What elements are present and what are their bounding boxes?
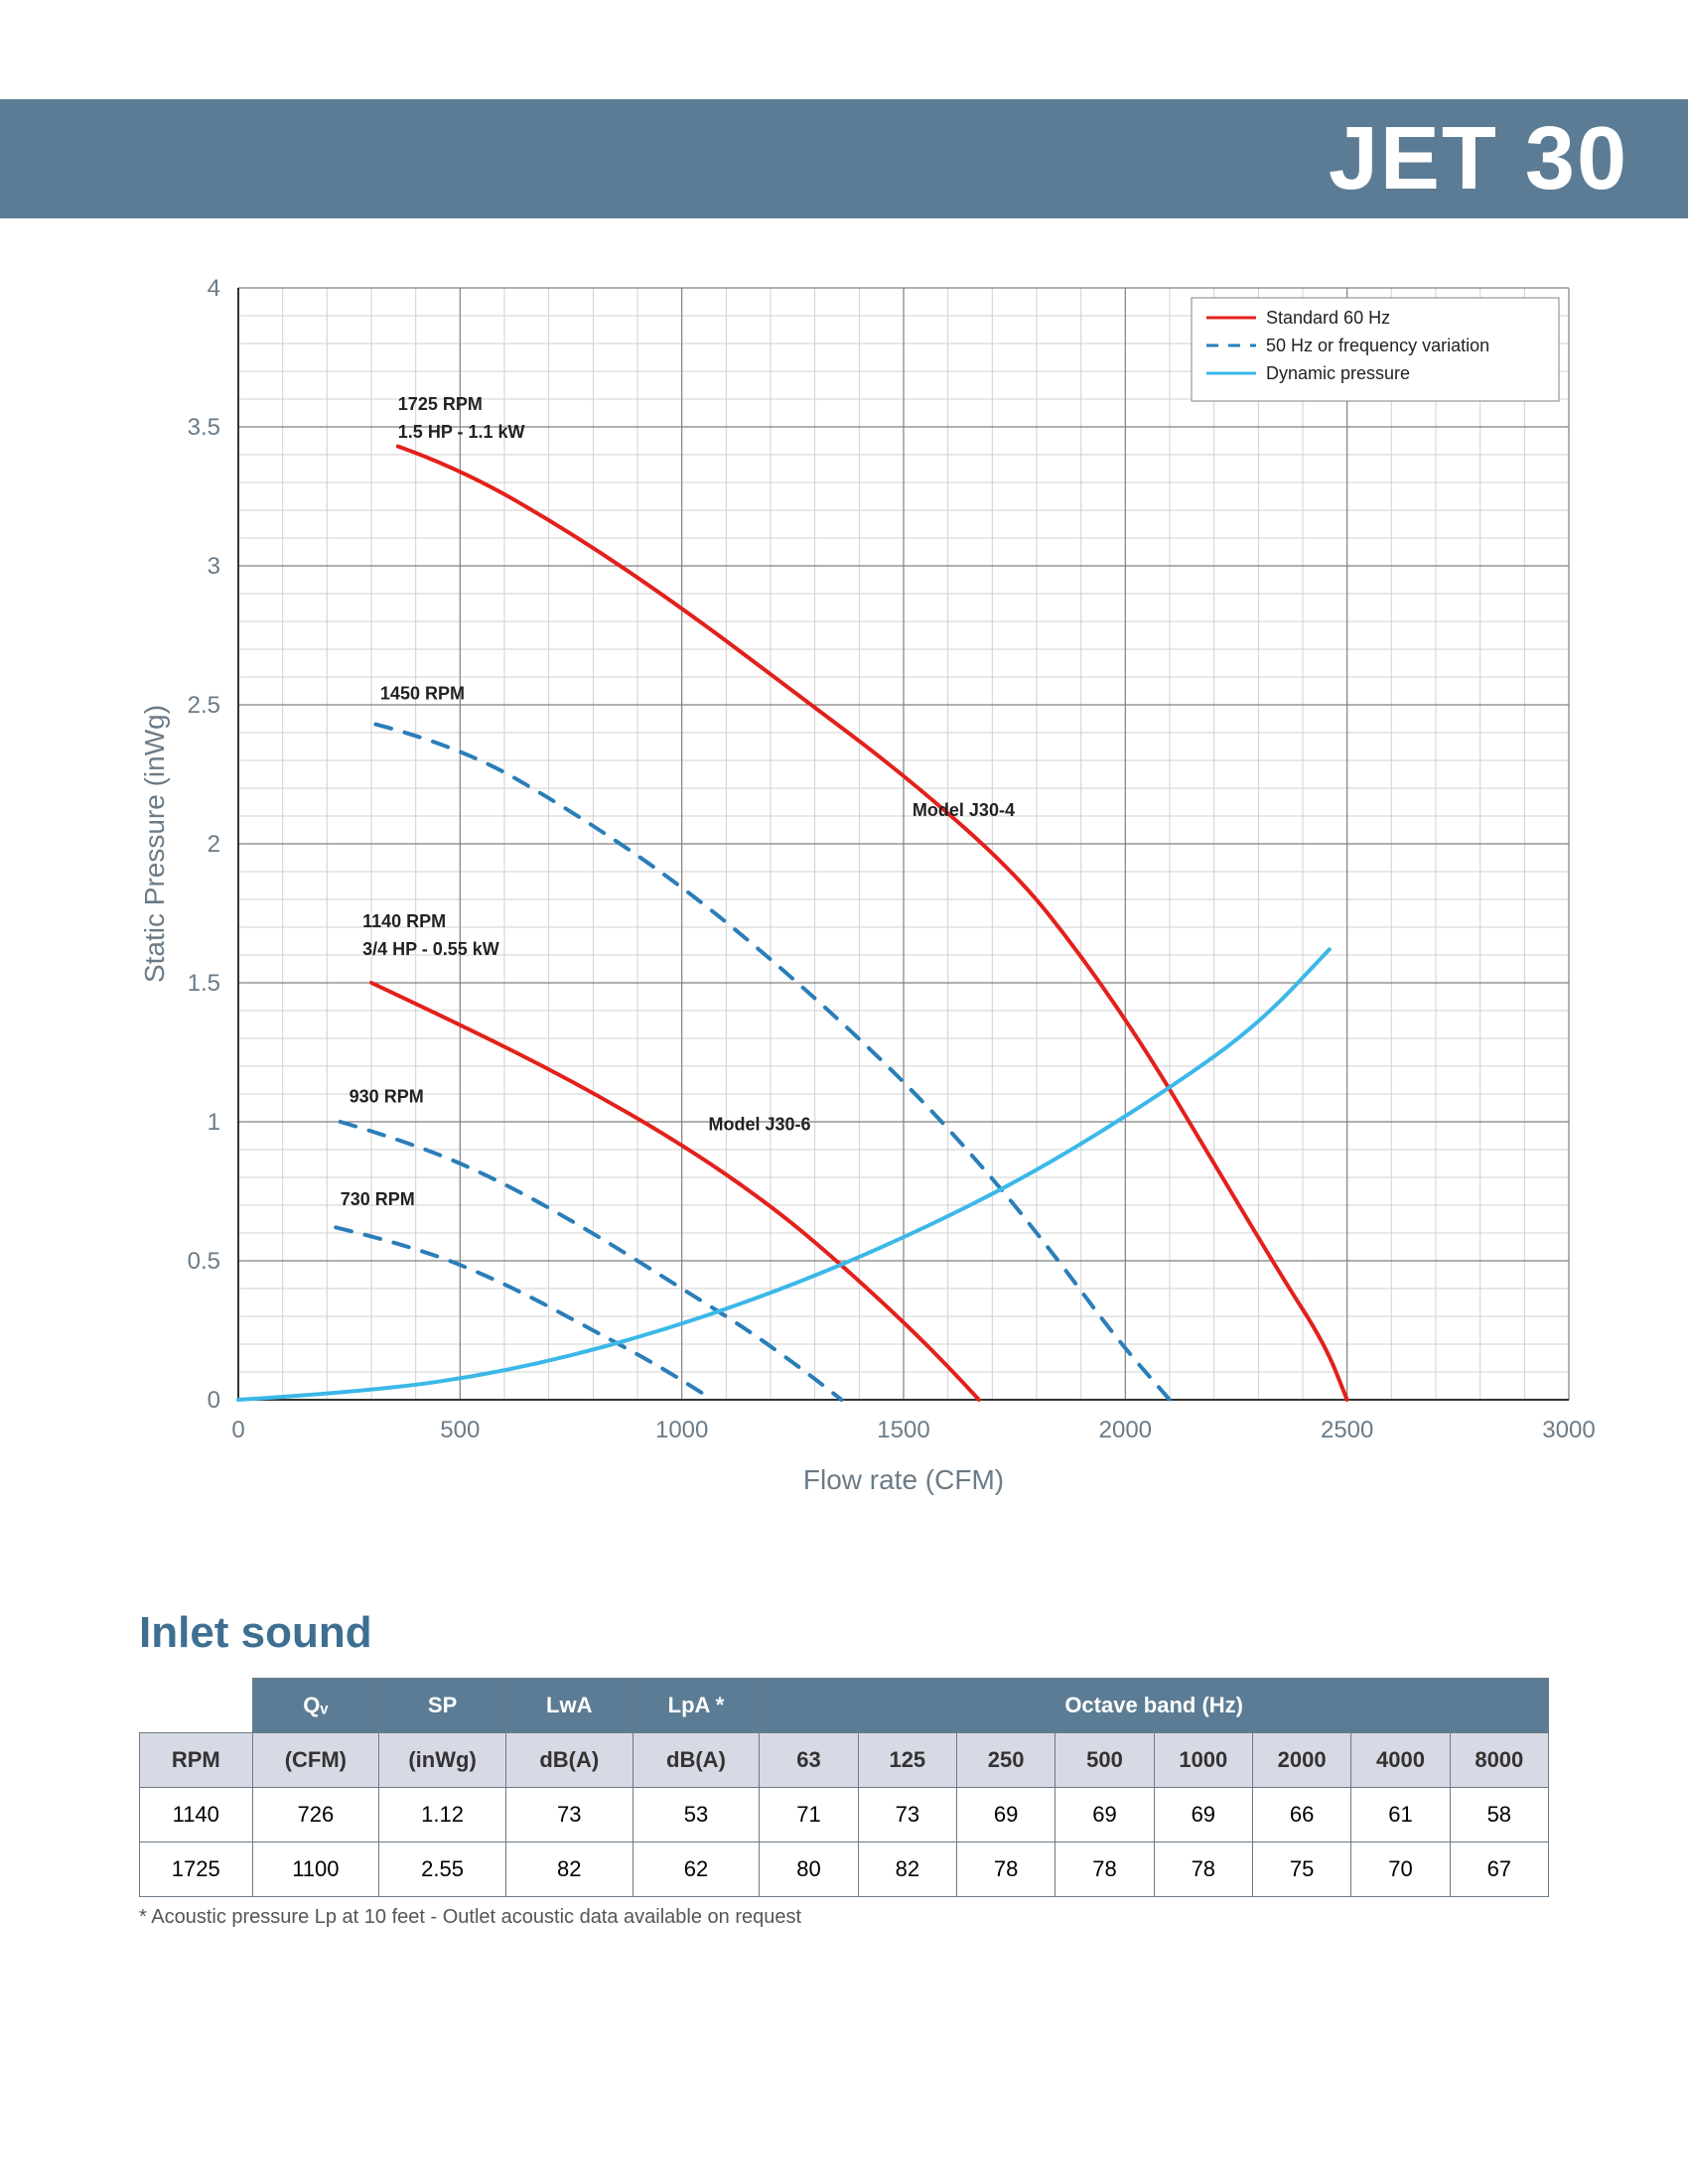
header-band: JET 30 — [0, 99, 1688, 218]
svg-text:2000: 2000 — [1099, 1417, 1152, 1443]
svg-text:Model J30-6: Model J30-6 — [708, 1114, 810, 1134]
pressure-flow-chart: 0 500 1000 1500 2000 2500 3000 0 0.5 1 1.5 2 2.5 3 3.5… — [119, 268, 1609, 1559]
table-cell: 66 — [1252, 1788, 1350, 1843]
page-title: JET 30 — [1329, 108, 1628, 210]
table-subheader: dB(A) — [633, 1733, 760, 1788]
table-cell: 80 — [760, 1843, 858, 1897]
svg-text:500: 500 — [440, 1417, 480, 1443]
inlet-sound-table-container: QᵥSPLwALpA *Octave band (Hz) RPM(CFM)(inW… — [139, 1678, 1549, 1897]
table-subheader: 2000 — [1252, 1733, 1350, 1788]
svg-text:50 Hz or frequency variation: 50 Hz or frequency variation — [1266, 336, 1489, 355]
table-cell: 75 — [1252, 1843, 1350, 1897]
svg-text:3000: 3000 — [1542, 1417, 1595, 1443]
table-row: 172511002.5582628082787878757067 — [140, 1843, 1549, 1897]
table-subheader: 500 — [1055, 1733, 1154, 1788]
table-subheader: (CFM) — [252, 1733, 379, 1788]
table-cell: 58 — [1450, 1788, 1548, 1843]
table-cell: 62 — [633, 1843, 760, 1897]
table-subheader: 63 — [760, 1733, 858, 1788]
table-cell: 67 — [1450, 1843, 1548, 1897]
svg-text:Static Pressure (inWg): Static Pressure (inWg) — [139, 705, 170, 983]
table-header: SP — [379, 1679, 506, 1733]
svg-text:1140 RPM: 1140 RPM — [362, 911, 446, 931]
table-cell: 1.12 — [379, 1788, 506, 1843]
table-row: 11407261.1273537173696969666158 — [140, 1788, 1549, 1843]
table-subheader: 4000 — [1351, 1733, 1450, 1788]
table-cell: 1725 — [140, 1843, 253, 1897]
table-header: LwA — [505, 1679, 633, 1733]
table-cell: 69 — [1154, 1788, 1252, 1843]
svg-text:1000: 1000 — [655, 1417, 708, 1443]
svg-text:1.5: 1.5 — [188, 970, 220, 997]
table-cell: 69 — [956, 1788, 1055, 1843]
svg-text:2.5: 2.5 — [188, 692, 220, 719]
svg-text:3: 3 — [208, 553, 220, 580]
table-cell: 1140 — [140, 1788, 253, 1843]
inlet-sound-table: QᵥSPLwALpA *Octave band (Hz) RPM(CFM)(inW… — [139, 1678, 1549, 1897]
svg-text:930 RPM: 930 RPM — [350, 1086, 424, 1106]
table-cell: 78 — [1055, 1843, 1154, 1897]
chart-svg: 0 500 1000 1500 2000 2500 3000 0 0.5 1 1.5 2 2.5 3 3.5… — [119, 268, 1609, 1559]
table-subheader: RPM — [140, 1733, 253, 1788]
svg-text:Model J30-4: Model J30-4 — [913, 800, 1015, 820]
svg-text:0: 0 — [231, 1417, 244, 1443]
table-subheader: 1000 — [1154, 1733, 1252, 1788]
table-cell: 82 — [505, 1843, 633, 1897]
table-cell: 2.55 — [379, 1843, 506, 1897]
table-subheader: dB(A) — [505, 1733, 633, 1788]
svg-text:1725 RPM: 1725 RPM — [398, 394, 483, 414]
table-header: Qᵥ — [252, 1679, 379, 1733]
table-footnote: * Acoustic pressure Lp at 10 feet - Outl… — [139, 1906, 801, 1929]
table-subheader: 250 — [956, 1733, 1055, 1788]
table-cell: 73 — [505, 1788, 633, 1843]
svg-text:Standard 60 Hz: Standard 60 Hz — [1266, 308, 1390, 328]
svg-text:2500: 2500 — [1321, 1417, 1373, 1443]
table-cell: 78 — [956, 1843, 1055, 1897]
table-header-octave: Octave band (Hz) — [760, 1679, 1549, 1733]
table-cell: 78 — [1154, 1843, 1252, 1897]
svg-text:1.5 HP - 1.1 kW: 1.5 HP - 1.1 kW — [398, 422, 525, 442]
table-cell: 73 — [858, 1788, 956, 1843]
table-cell: 71 — [760, 1788, 858, 1843]
table-cell: 70 — [1351, 1843, 1450, 1897]
table-cell: 1100 — [252, 1843, 379, 1897]
svg-text:1450 RPM: 1450 RPM — [380, 683, 465, 703]
table-cell: 61 — [1351, 1788, 1450, 1843]
svg-text:Flow rate (CFM): Flow rate (CFM) — [803, 1464, 1004, 1495]
table-subheader: 8000 — [1450, 1733, 1548, 1788]
svg-text:Dynamic pressure: Dynamic pressure — [1266, 363, 1410, 383]
table-blank-cell — [140, 1679, 253, 1733]
table-cell: 53 — [633, 1788, 760, 1843]
svg-text:3/4 HP - 0.55 kW: 3/4 HP - 0.55 kW — [362, 939, 499, 959]
svg-text:0.5: 0.5 — [188, 1248, 220, 1275]
svg-text:0: 0 — [208, 1387, 220, 1414]
svg-text:3.5: 3.5 — [188, 414, 220, 441]
svg-text:1500: 1500 — [877, 1417, 929, 1443]
table-cell: 69 — [1055, 1788, 1154, 1843]
table-subheader: (inWg) — [379, 1733, 506, 1788]
svg-text:4: 4 — [208, 275, 220, 302]
table-cell: 82 — [858, 1843, 956, 1897]
table-subheader: 125 — [858, 1733, 956, 1788]
svg-text:730 RPM: 730 RPM — [341, 1189, 415, 1209]
svg-text:1: 1 — [208, 1109, 220, 1136]
table-header: LpA * — [633, 1679, 760, 1733]
inlet-sound-title: Inlet sound — [139, 1608, 372, 1658]
table-cell: 726 — [252, 1788, 379, 1843]
svg-text:2: 2 — [208, 831, 220, 858]
